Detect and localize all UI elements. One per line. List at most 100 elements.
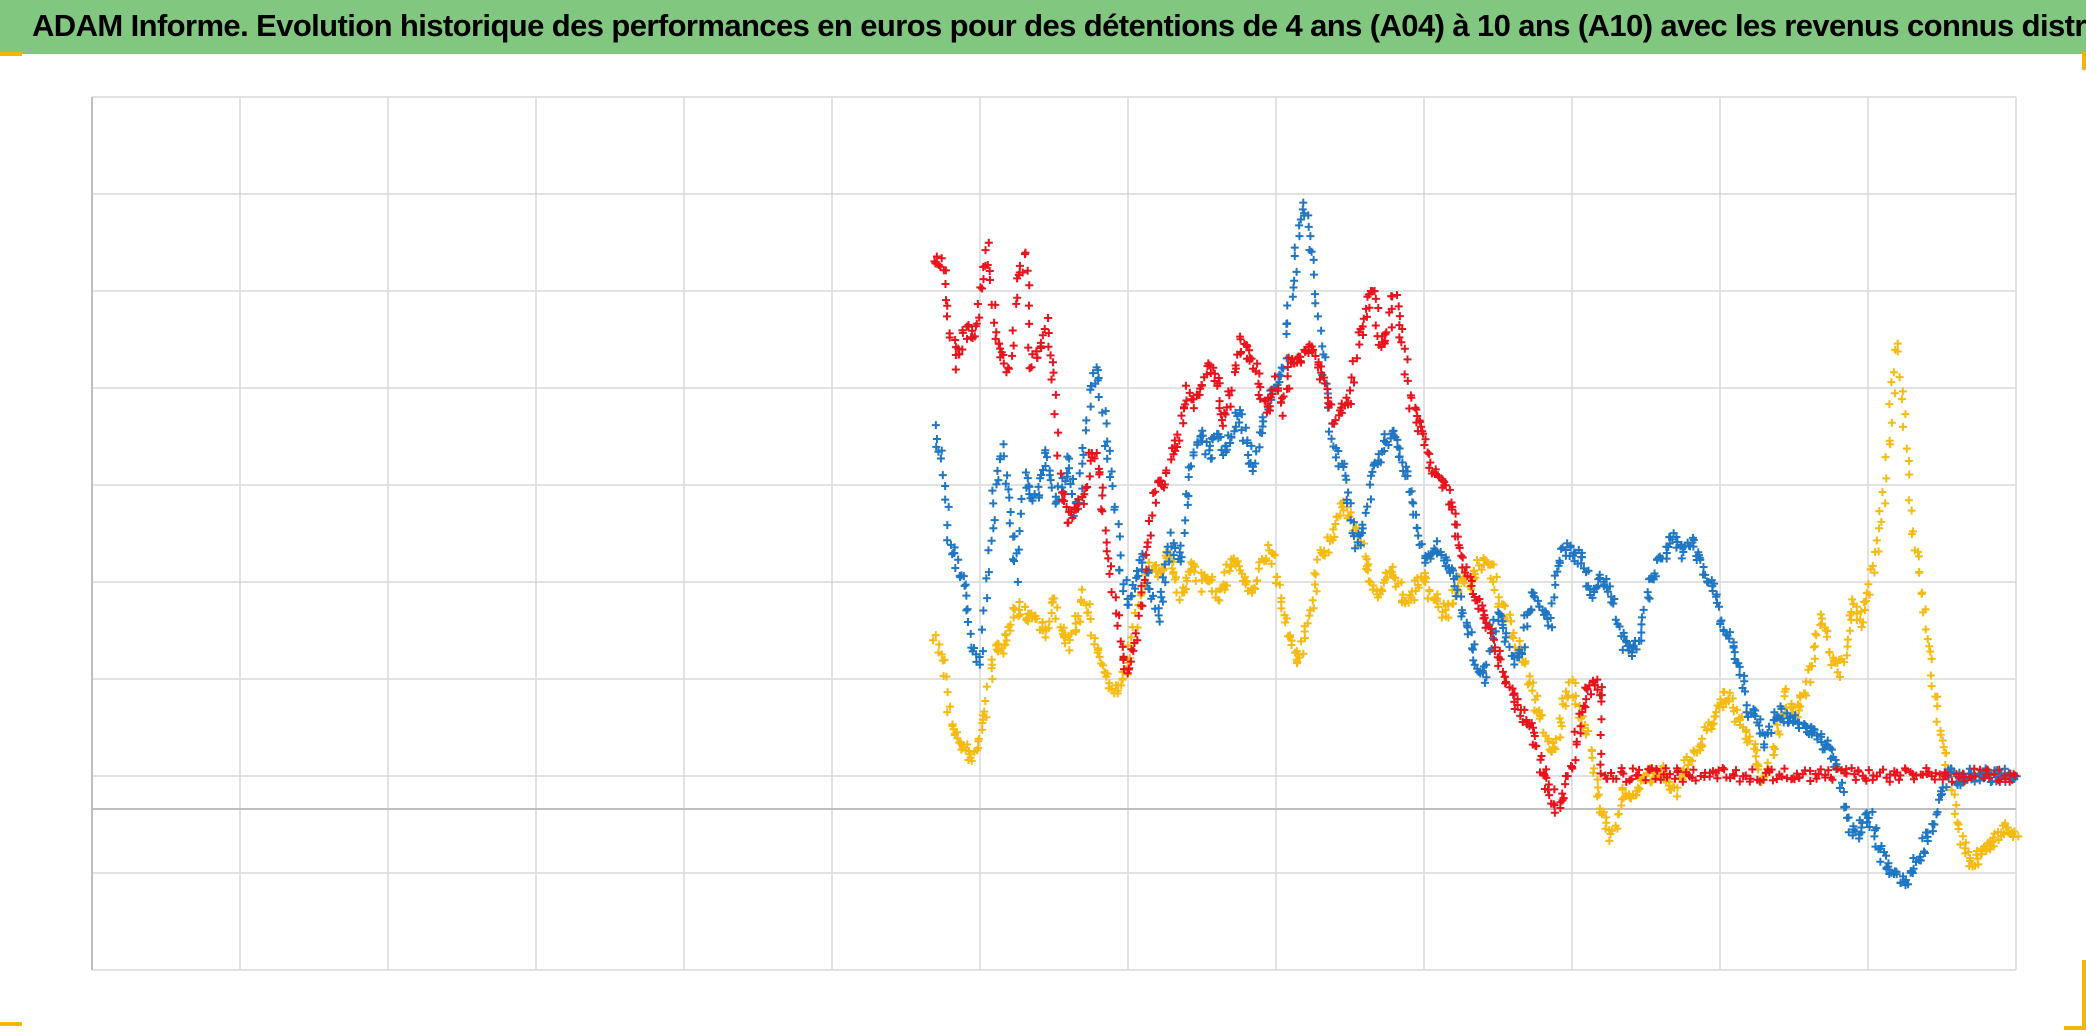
- data-point: [1320, 379, 1329, 388]
- data-point: [1513, 700, 1522, 709]
- data-point: [1550, 785, 1559, 794]
- data-point: [1397, 338, 1406, 347]
- data-point: [1482, 660, 1491, 669]
- data-point: [1317, 368, 1326, 377]
- data-point: [1010, 556, 1019, 565]
- data-point: [1054, 428, 1063, 437]
- data-point: [1298, 205, 1307, 214]
- data-point: [1431, 546, 1440, 555]
- data-point: [1403, 355, 1412, 364]
- data-point: [1310, 580, 1319, 589]
- data-point: [1908, 527, 1917, 536]
- data-point: [1928, 820, 1937, 829]
- data-point: [1509, 633, 1518, 642]
- data-point: [1439, 476, 1448, 485]
- data-point: [1607, 769, 1616, 778]
- data-point: [1370, 287, 1379, 296]
- grid-layer: [91, 96, 2017, 971]
- data-point: [1470, 640, 1479, 649]
- data-point: [1356, 541, 1365, 550]
- data-point: [1684, 761, 1693, 770]
- data-point: [1431, 465, 1440, 474]
- data-point: [1167, 455, 1176, 464]
- data-point: [1767, 765, 1776, 774]
- data-point: [967, 756, 976, 765]
- data-point: [1523, 622, 1532, 631]
- data-point: [1405, 488, 1414, 497]
- data-point: [1021, 468, 1030, 477]
- data-point: [1319, 373, 1328, 382]
- data-point: [958, 328, 967, 337]
- data-point: [1637, 613, 1646, 622]
- data-point: [1131, 629, 1140, 638]
- data-point: [1835, 672, 1844, 681]
- data-point: [1231, 408, 1240, 417]
- data-point: [1268, 390, 1277, 399]
- data-point: [1098, 661, 1107, 670]
- data-point: [1795, 706, 1803, 715]
- data-point: [1165, 557, 1174, 566]
- data-point: [942, 672, 951, 681]
- data-point: [1780, 764, 1789, 773]
- data-point: [1105, 446, 1114, 455]
- data-point: [943, 536, 952, 545]
- data-point: [1751, 740, 1760, 749]
- data-point: [1812, 631, 1821, 640]
- data-point: [1876, 857, 1885, 866]
- data-point: [1262, 554, 1271, 563]
- data-point: [955, 738, 964, 747]
- data-point: [999, 351, 1008, 360]
- data-point: [1714, 766, 1723, 775]
- data-point: [1588, 593, 1597, 602]
- data-point: [1243, 438, 1252, 447]
- data-point: [1887, 378, 1896, 387]
- data-point: [1148, 591, 1157, 600]
- data-point: [1593, 675, 1602, 684]
- data-point: [1169, 539, 1178, 548]
- data-point: [1901, 876, 1910, 885]
- data-point: [1677, 554, 1686, 563]
- data-point: [1053, 451, 1062, 460]
- data-point: [1290, 243, 1299, 252]
- data-point: [1749, 709, 1758, 718]
- data-point: [1555, 558, 1564, 567]
- data-point: [1395, 452, 1404, 461]
- data-point: [1080, 490, 1089, 499]
- data-point: [1742, 701, 1751, 710]
- data-point: [1389, 431, 1398, 440]
- data-point: [1346, 386, 1355, 395]
- data-point: [1414, 583, 1423, 592]
- data-point: [1852, 609, 1861, 618]
- data-point: [1142, 550, 1151, 559]
- data-point: [1079, 450, 1088, 459]
- data-point: [1122, 576, 1131, 585]
- data-point: [1635, 784, 1644, 793]
- data-point: [1024, 301, 1033, 310]
- data-point: [940, 655, 949, 664]
- data-point: [974, 734, 983, 743]
- data-point: [1767, 728, 1776, 737]
- data-point: [991, 300, 1000, 309]
- data-point: [1179, 419, 1188, 428]
- data-point: [1028, 496, 1037, 505]
- data-point: [932, 442, 941, 451]
- chart-title: ADAM Informe. Evolution historique des p…: [32, 8, 2086, 43]
- data-point: [1482, 673, 1491, 682]
- data-point: [1094, 374, 1103, 383]
- data-point: [1832, 764, 1841, 773]
- data-point: [1938, 736, 1947, 745]
- data-point: [1220, 408, 1229, 417]
- data-point: [1810, 654, 1819, 663]
- data-point: [1627, 648, 1636, 657]
- data-point: [1927, 654, 1936, 663]
- data-point: [1990, 769, 1999, 778]
- data-point: [1775, 730, 1784, 739]
- data-point: [1095, 652, 1104, 661]
- data-point: [1825, 648, 1834, 657]
- data-point: [1854, 767, 1863, 776]
- data-point: [1067, 629, 1076, 638]
- data-point: [1367, 471, 1376, 480]
- data-point: [1093, 648, 1102, 657]
- data-point: [1995, 765, 2004, 774]
- data-point: [1047, 483, 1056, 492]
